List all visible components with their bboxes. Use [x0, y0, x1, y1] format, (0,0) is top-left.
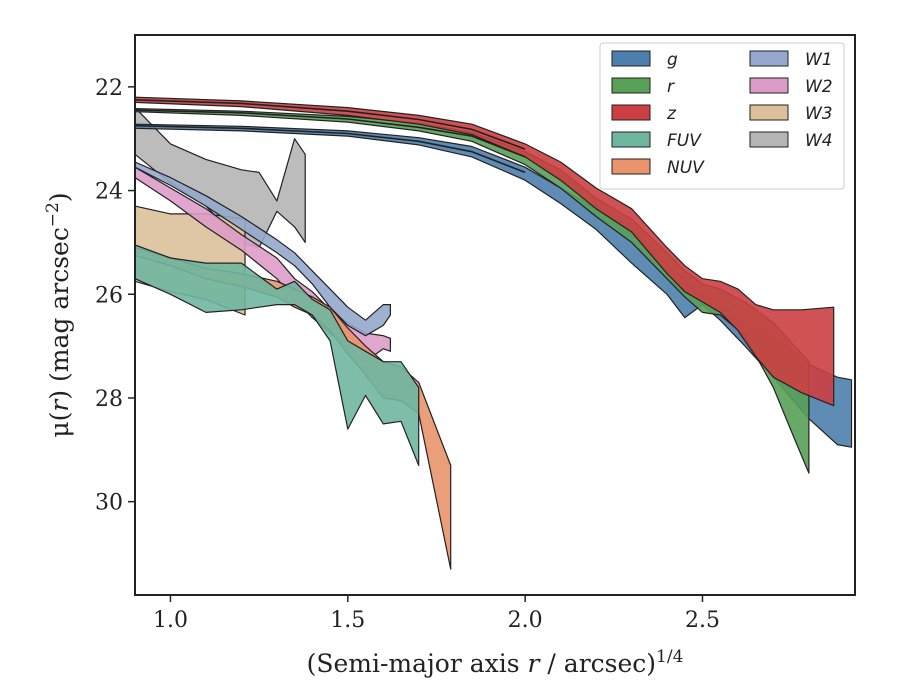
mean-line-2 [134, 109, 526, 158]
legend-label-w4: W4 [805, 131, 833, 151]
y-tick-label: 24 [95, 180, 123, 205]
legend-swatch-r [611, 77, 651, 94]
legend-label-z: z [666, 104, 677, 124]
y-axis-ticks: 22 24 26 28 30 [95, 76, 135, 516]
legend-label-w3: W3 [805, 104, 833, 124]
mean-line-3 [134, 99, 526, 150]
x-axis-label-text: (Semi-major axis [307, 649, 528, 678]
y-tick-label: 22 [95, 76, 123, 101]
x-axis-ticks: 1.0 1.5 2.0 2.5 [153, 595, 720, 633]
y-axis-label-exp: −2 [43, 202, 63, 227]
legend-swatch-fuv [611, 131, 651, 148]
legend-swatch-w1 [749, 50, 789, 67]
mean-line-1 [134, 124, 526, 174]
legend-swatch-nuv [611, 158, 651, 175]
legend-swatch-w4 [749, 131, 789, 148]
y-axis-label-close: ) [45, 192, 74, 202]
x-tick-label: 1.5 [330, 608, 365, 633]
legend-label-g: g [667, 50, 678, 70]
y-axis-label-var: r [45, 398, 74, 412]
legend-label-w1: W1 [805, 50, 833, 70]
legend-swatch-w3 [749, 104, 789, 121]
legend-label-fuv: FUV [667, 131, 702, 151]
legend-swatch-g [611, 50, 651, 67]
profile-mean-lines [134, 99, 526, 174]
y-tick-label: 30 [95, 491, 123, 516]
legend-swatch-w2 [749, 77, 789, 94]
band-w1 [134, 161, 391, 337]
x-axis-label: (Semi-major axis r / arcsec)1/4 [307, 647, 684, 678]
legend-label-nuv: NUV [667, 158, 705, 178]
y-axis-label: μ(r) (mag arcsec−2) [43, 192, 74, 437]
band-fuv [134, 244, 420, 466]
x-tick-label: 1.0 [153, 608, 188, 633]
y-axis-label-mu: μ( [45, 412, 74, 438]
plot-frame [134, 34, 856, 596]
legend: grz FUV NUV W1 W2 W3 W4 [599, 42, 845, 190]
x-tick-label: 2.0 [508, 608, 543, 633]
y-axis-label-rest: ) (mag arcsec [45, 227, 74, 400]
x-axis-label-var: r [528, 649, 542, 678]
x-axis-label-exp: 1/4 [656, 647, 683, 667]
legend-label-w2: W2 [805, 77, 833, 97]
legend-label-r: r [667, 77, 675, 97]
x-tick-label: 2.5 [685, 608, 720, 633]
x-axis-label-unit: / arcsec) [539, 649, 656, 678]
profile-bands [134, 96, 853, 570]
legend-swatch-z [611, 104, 651, 121]
y-tick-label: 26 [95, 283, 123, 308]
y-tick-label: 28 [95, 387, 123, 412]
